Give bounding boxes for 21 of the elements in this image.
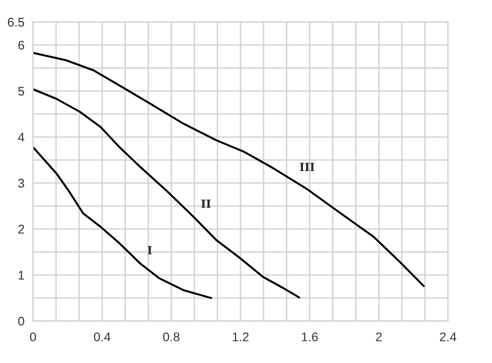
y-tick-label: 4 [18,132,24,142]
line-series [33,146,212,299]
line-series [33,52,425,288]
y-tick-label: 2 [18,224,24,234]
x-tick-label: 0 [30,332,36,342]
y-tick-label: 0 [18,316,24,326]
x-tick-label: 0.8 [163,332,180,342]
y-tick-label: 6.5 [8,18,24,27]
y-tick-label: 6 [18,40,24,50]
x-tick-label: 0.4 [94,332,110,342]
line-series [33,88,300,299]
annotation: III [300,162,314,171]
y-tick-label: 1 [18,270,24,280]
annotation: II [201,200,211,208]
x-tick-label: 1.2 [232,332,249,342]
x-tick-label: 1.6 [302,332,318,342]
y-tick-label: 5 [18,86,24,96]
annotation: I [148,246,152,254]
y-tick-label: 3 [18,178,24,188]
x-tick-label: 2.4 [440,332,456,342]
x-tick-label: 2 [376,332,382,342]
